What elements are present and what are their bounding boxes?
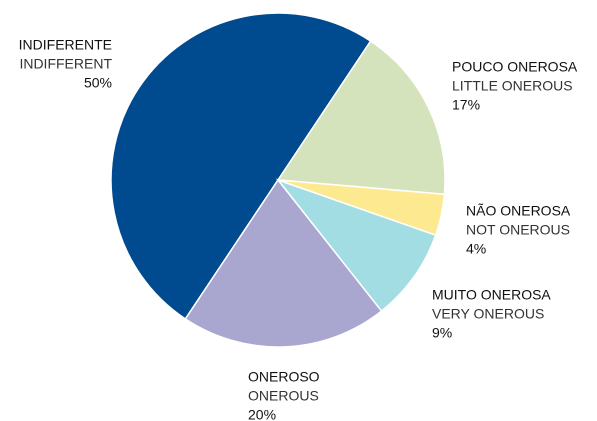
slice-label-en: NOT ONEROUS xyxy=(466,222,570,238)
slice-label: ONEROSO xyxy=(248,369,320,385)
slice-label-en: VERY ONEROUS xyxy=(432,306,544,322)
slice-value-label: 9% xyxy=(432,325,452,341)
pie-slice xyxy=(110,12,372,320)
slice-value-label: 50% xyxy=(84,75,112,91)
pie-slice xyxy=(275,178,437,313)
slice-label-en: ONEROUS xyxy=(248,388,319,404)
slice-label: MUITO ONEROSA xyxy=(432,287,551,303)
slice-value-label: 17% xyxy=(452,97,480,113)
slice-label-en: LITTLE ONEROUS xyxy=(452,78,573,94)
slice-label: NÃO ONEROSA xyxy=(466,203,571,219)
slice-label: POUCO ONEROSA xyxy=(452,59,578,75)
slice-value-label: 4% xyxy=(466,241,486,257)
slice-value-label: 20% xyxy=(248,407,276,421)
pie-slice xyxy=(184,178,383,348)
slice-label-en: INDIFFERENT xyxy=(19,56,112,72)
slice-label: INDIFERENTE xyxy=(19,37,112,53)
pie-slice xyxy=(276,40,446,196)
